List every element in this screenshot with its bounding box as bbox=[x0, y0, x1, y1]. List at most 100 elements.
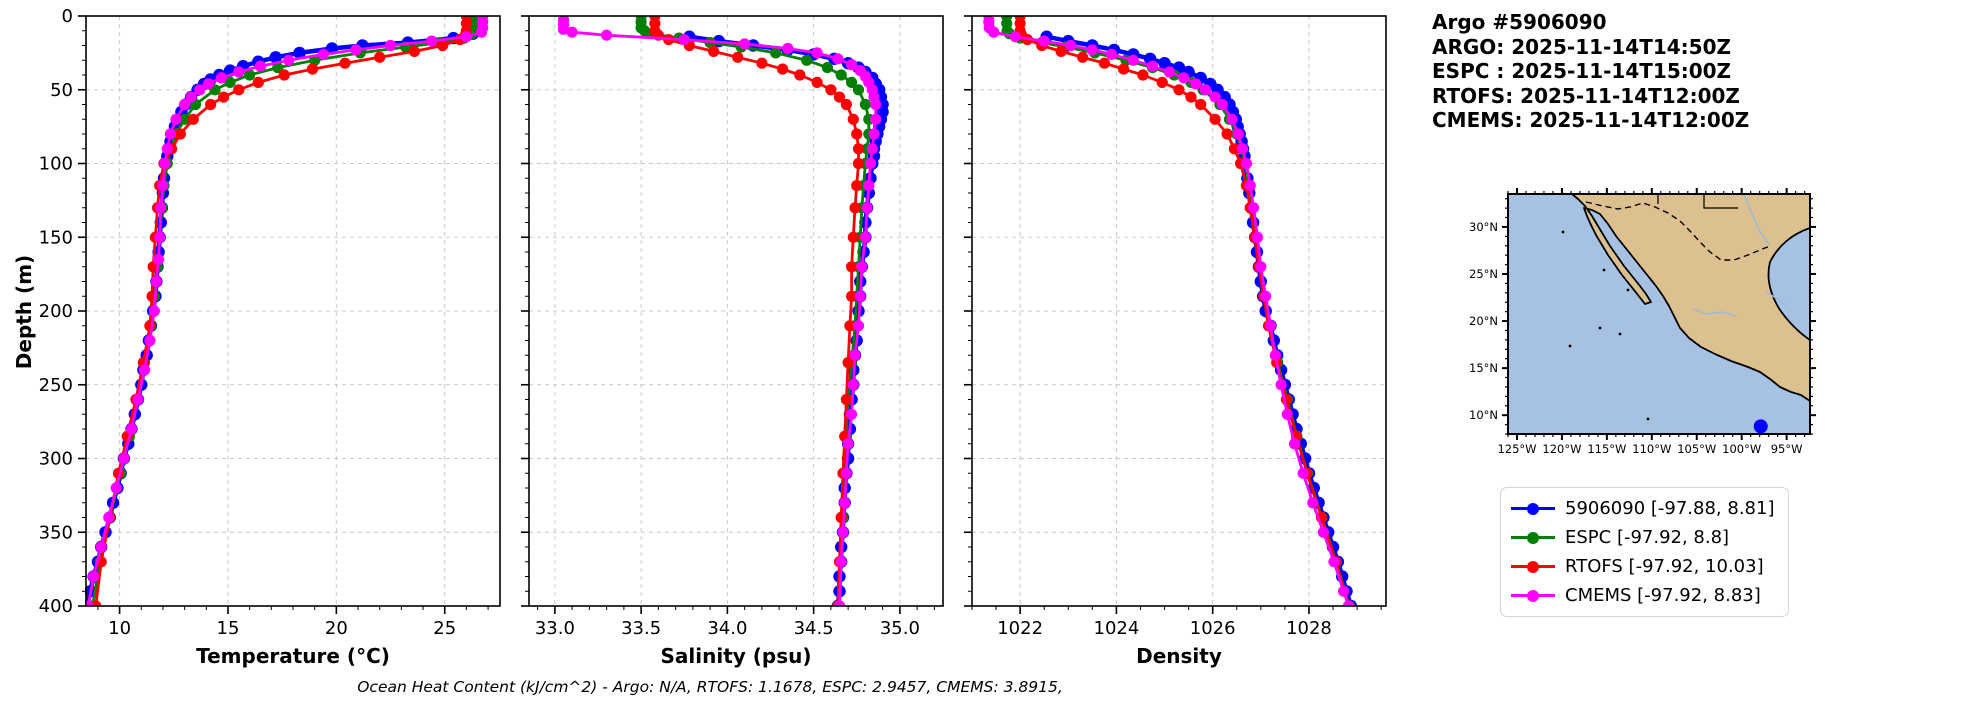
data-point bbox=[95, 541, 107, 553]
data-point bbox=[1338, 585, 1350, 597]
data-point bbox=[835, 556, 847, 568]
data-point bbox=[782, 42, 794, 55]
data-point bbox=[1260, 290, 1272, 302]
page-title: Argo #5906090 bbox=[1432, 10, 1607, 34]
data-point bbox=[125, 423, 138, 435]
data-point bbox=[148, 305, 160, 317]
data-point bbox=[842, 357, 854, 369]
y-tick-label: 0 bbox=[62, 6, 73, 27]
data-point bbox=[374, 51, 386, 63]
data-point bbox=[1163, 66, 1175, 78]
data-point bbox=[1118, 63, 1130, 75]
map-lon-label: 100°W bbox=[1722, 442, 1762, 456]
profile-figure: 10 15 20 25 0 50 100 150 200 250 300 350 400 33.0 33.… bbox=[12, 6, 1387, 696]
data-point bbox=[811, 47, 823, 59]
island bbox=[1598, 326, 1602, 330]
data-point bbox=[278, 69, 290, 81]
data-point bbox=[846, 59, 858, 71]
data-point bbox=[283, 54, 295, 66]
temperature-axis-label: Temperature (°C) bbox=[196, 644, 390, 668]
data-point bbox=[825, 84, 837, 96]
data-point bbox=[821, 62, 833, 74]
data-point bbox=[144, 334, 156, 347]
data-point bbox=[317, 48, 329, 61]
river bbox=[1743, 193, 1771, 247]
data-point bbox=[233, 66, 245, 78]
data-point bbox=[1216, 98, 1228, 111]
data-point bbox=[732, 51, 744, 63]
data-point bbox=[1199, 84, 1212, 96]
salinity-axis-label: Salinity (psu) bbox=[660, 644, 812, 668]
density-plot: 1022 1024 1026 1028 bbox=[964, 15, 1387, 639]
data-point bbox=[110, 482, 122, 494]
data-point bbox=[164, 128, 177, 140]
data-point bbox=[870, 98, 882, 111]
data-point bbox=[85, 600, 94, 606]
y-tick-label: 350 bbox=[39, 522, 73, 543]
data-point bbox=[254, 60, 267, 72]
float-position-dot bbox=[1753, 419, 1768, 434]
data-point bbox=[840, 98, 852, 111]
data-point bbox=[1228, 143, 1240, 155]
y-tick-label: 150 bbox=[39, 227, 73, 248]
data-point bbox=[384, 39, 397, 52]
legend-item-rtofs: RTOFS [-97.92, 10.03] bbox=[1511, 552, 1774, 581]
data-point bbox=[846, 261, 858, 273]
map-lon-label: 95°W bbox=[1770, 442, 1803, 456]
data-point bbox=[988, 26, 1000, 38]
map-lon-label: 125°W bbox=[1497, 442, 1537, 456]
data-point bbox=[852, 84, 865, 96]
data-point bbox=[150, 275, 162, 288]
y-tick-label: 200 bbox=[39, 301, 73, 322]
data-point bbox=[852, 320, 865, 332]
data-point bbox=[161, 143, 173, 155]
data-point bbox=[854, 290, 866, 302]
river bbox=[1765, 291, 1787, 307]
x-tick-label: 1024 bbox=[1094, 618, 1140, 639]
data-point bbox=[1106, 48, 1118, 61]
data-point bbox=[1077, 51, 1089, 63]
data-point bbox=[1195, 98, 1207, 111]
data-point bbox=[840, 393, 852, 406]
y-tick-label: 250 bbox=[39, 375, 73, 396]
data-point bbox=[1232, 128, 1244, 140]
data-point bbox=[868, 128, 880, 140]
data-point bbox=[154, 231, 166, 243]
data-point bbox=[846, 76, 858, 88]
data-point bbox=[215, 72, 228, 84]
data-point bbox=[1055, 45, 1067, 57]
data-point bbox=[847, 379, 859, 391]
data-point bbox=[846, 290, 858, 302]
data-point bbox=[1209, 91, 1221, 103]
data-point bbox=[1342, 600, 1355, 606]
data-point bbox=[849, 202, 861, 214]
data-point bbox=[179, 113, 191, 125]
data-point bbox=[293, 46, 306, 60]
data-point bbox=[811, 76, 823, 88]
data-point bbox=[846, 408, 858, 420]
data-point bbox=[1146, 60, 1159, 72]
data-point bbox=[847, 231, 859, 243]
data-point bbox=[306, 63, 319, 75]
data-point bbox=[174, 128, 186, 140]
data-point bbox=[833, 91, 846, 103]
data-point bbox=[852, 143, 865, 155]
x-tick-label: 33.0 bbox=[535, 618, 575, 639]
data-point bbox=[801, 54, 813, 66]
header-block: Argo #5906090 ARGO: 2025-11-14T14:50Z ES… bbox=[1432, 10, 1749, 133]
data-point bbox=[1244, 180, 1256, 192]
data-point bbox=[851, 128, 863, 140]
espc-timestamp: ESPC : 2025-11-14T15:00Z bbox=[1432, 59, 1732, 83]
legend-item-5906090: 5906090 [-97.88, 8.81] bbox=[1511, 494, 1774, 523]
land-mexico bbox=[1571, 193, 1811, 402]
data-point bbox=[1307, 497, 1319, 509]
data-point bbox=[1275, 379, 1287, 391]
data-point bbox=[1221, 128, 1233, 140]
data-point bbox=[1190, 78, 1202, 90]
data-point bbox=[844, 320, 856, 332]
data-point bbox=[864, 157, 877, 170]
data-point bbox=[1264, 320, 1277, 332]
island bbox=[1618, 332, 1622, 336]
map-lat-label: 20°N bbox=[1469, 314, 1498, 329]
